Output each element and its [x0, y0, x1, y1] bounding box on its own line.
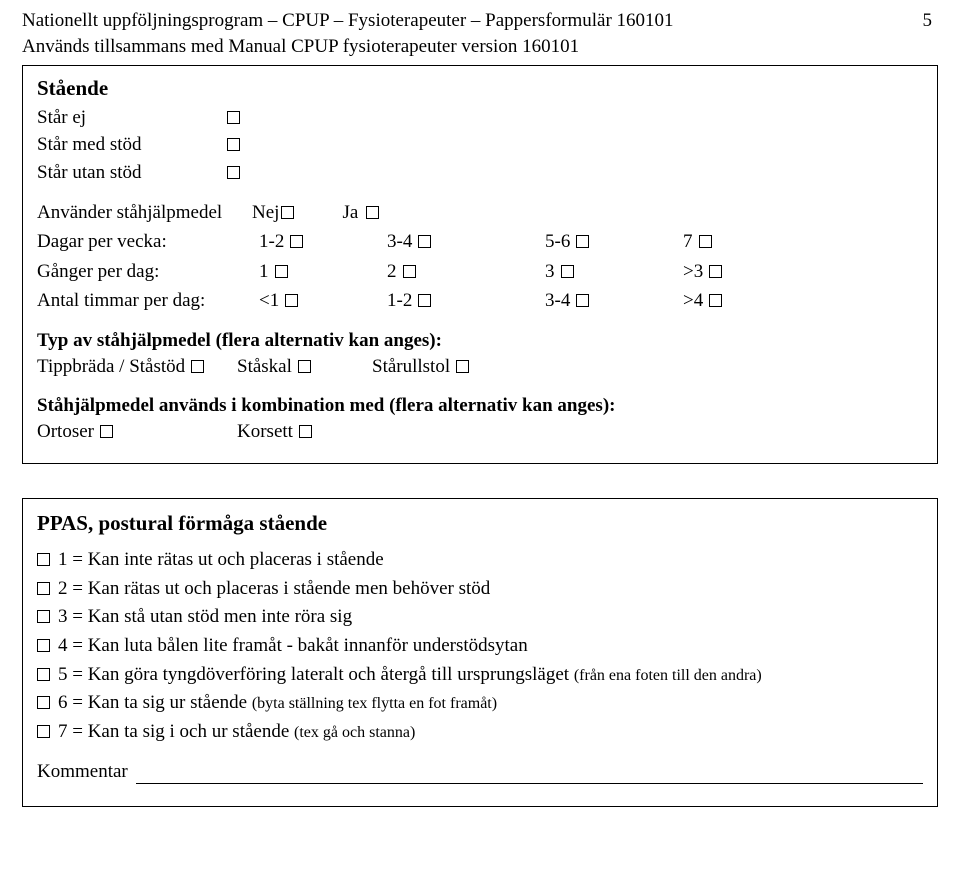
- header-line2: Används tillsammans med Manual CPUP fysi…: [22, 34, 938, 60]
- standing-option-row: Står med stöd: [37, 132, 923, 158]
- combo-option-label: Korsett: [237, 419, 293, 445]
- ppas-item-note: (byta ställning tex flytta en fot framåt…: [252, 695, 497, 712]
- days-per-week-label: Dagar per vecka:: [37, 229, 259, 255]
- ppas-item-text: 7 = Kan ta sig i och ur stående: [58, 721, 289, 742]
- checkbox-ppas-6[interactable]: [37, 696, 50, 709]
- type-aid-heading: Typ av ståhjälpmedel (flera alternativ k…: [37, 328, 923, 354]
- checkbox-days-7[interactable]: [699, 235, 712, 248]
- checkbox-times-gt3[interactable]: [709, 265, 722, 278]
- comment-field[interactable]: [136, 767, 923, 784]
- type-aid-option-label: Stårullstol: [372, 354, 450, 380]
- checkbox-ppas-5[interactable]: [37, 668, 50, 681]
- checkbox-ppas-4[interactable]: [37, 639, 50, 652]
- type-aid-options: Tippbräda / Ståstöd Ståskal Stårullstol: [37, 354, 923, 380]
- ppas-item-text: 1 = Kan inte rätas ut och placeras i stå…: [58, 547, 384, 573]
- checkbox-times-3[interactable]: [561, 265, 574, 278]
- standing-section: Stående Står ej Står med stöd Står utan …: [22, 65, 938, 463]
- checkbox-starullstol[interactable]: [456, 360, 469, 373]
- checkbox-ppas-7[interactable]: [37, 725, 50, 738]
- checkbox-days-1-2[interactable]: [290, 235, 303, 248]
- ppas-item: 2 = Kan rätas ut och placeras i stående …: [37, 576, 923, 602]
- ppas-item: 7 = Kan ta sig i och ur stående (tex gå …: [37, 719, 923, 745]
- standing-option-label: Står med stöd: [37, 132, 227, 158]
- form-page: Nationellt uppföljningsprogram – CPUP – …: [0, 0, 960, 870]
- ppas-item: 4 = Kan luta bålen lite framåt - bakåt i…: [37, 633, 923, 659]
- ppas-title: PPAS, postural förmåga stående: [37, 509, 923, 537]
- comment-label: Kommentar: [37, 759, 128, 785]
- checkbox-days-3-4[interactable]: [418, 235, 431, 248]
- checkbox-ppas-1[interactable]: [37, 553, 50, 566]
- ppas-item-note: (från ena foten till den andra): [574, 667, 762, 684]
- type-aid-option-label: Ståskal: [237, 354, 292, 380]
- checkbox-staskal[interactable]: [298, 360, 311, 373]
- comment-row: Kommentar: [37, 759, 923, 785]
- ppas-scale-list: 1 = Kan inte rätas ut och placeras i stå…: [37, 547, 923, 744]
- hours-per-day-label: Antal timmar per dag:: [37, 288, 259, 314]
- value-label: 5-6: [545, 229, 570, 255]
- combo-heading: Ståhjälpmedel används i kombination med …: [37, 393, 923, 419]
- value-label: 7: [683, 229, 693, 255]
- combo-options: Ortoser Korsett: [37, 419, 923, 445]
- checkbox-ortoser[interactable]: [100, 425, 113, 438]
- checkbox-star-ej[interactable]: [227, 111, 240, 124]
- ppas-item-text: 4 = Kan luta bålen lite framåt - bakåt i…: [58, 633, 528, 659]
- value-label: >3: [683, 259, 703, 285]
- combo-option-label: Ortoser: [37, 419, 94, 445]
- uses-aid-row: Använder ståhjälpmedel Nej Ja: [37, 200, 923, 226]
- checkbox-ppas-2[interactable]: [37, 582, 50, 595]
- standing-option-label: Står ej: [37, 105, 227, 131]
- checkbox-days-5-6[interactable]: [576, 235, 589, 248]
- checkbox-hours-gt4[interactable]: [709, 294, 722, 307]
- ppas-item-text: 5 = Kan göra tyngdöverföring lateralt oc…: [58, 664, 569, 685]
- ppas-item-text: 2 = Kan rätas ut och placeras i stående …: [58, 576, 490, 602]
- value-label: 1: [259, 259, 269, 285]
- ppas-item-note: (tex gå och stanna): [294, 724, 415, 741]
- checkbox-hours-3-4[interactable]: [576, 294, 589, 307]
- days-per-week-row: Dagar per vecka: 1-2 3-4 5-6 7: [37, 229, 923, 255]
- value-label: 3-4: [387, 229, 412, 255]
- ppas-item-text: 6 = Kan ta sig ur stående: [58, 692, 247, 713]
- uses-aid-label: Använder ståhjälpmedel: [37, 200, 252, 226]
- checkbox-star-med-stod[interactable]: [227, 138, 240, 151]
- value-label: >4: [683, 288, 703, 314]
- checkbox-ppas-3[interactable]: [37, 610, 50, 623]
- times-per-day-row: Gånger per dag: 1 2 3 >3: [37, 259, 923, 285]
- header-line1: Nationellt uppföljningsprogram – CPUP – …: [22, 8, 674, 34]
- checkbox-star-utan-stod[interactable]: [227, 166, 240, 179]
- standing-option-row: Står ej: [37, 105, 923, 131]
- ppas-item-text: 3 = Kan stå utan stöd men inte röra sig: [58, 604, 352, 630]
- ppas-item: 1 = Kan inte rätas ut och placeras i stå…: [37, 547, 923, 573]
- value-label: <1: [259, 288, 279, 314]
- value-label: 1-2: [259, 229, 284, 255]
- standing-title: Stående: [37, 74, 923, 102]
- standing-option-row: Står utan stöd: [37, 160, 923, 186]
- value-label: 2: [387, 259, 397, 285]
- page-number: 5: [923, 8, 939, 34]
- checkbox-aid-nej[interactable]: [281, 206, 294, 219]
- ppas-item: 5 = Kan göra tyngdöverföring lateralt oc…: [37, 662, 923, 688]
- hours-per-day-row: Antal timmar per dag: <1 1-2 3-4 >4: [37, 288, 923, 314]
- value-label: 1-2: [387, 288, 412, 314]
- ppas-item: 6 = Kan ta sig ur stående (byta ställnin…: [37, 690, 923, 716]
- standing-option-label: Står utan stöd: [37, 160, 227, 186]
- nej-label: Nej: [252, 200, 279, 226]
- checkbox-times-1[interactable]: [275, 265, 288, 278]
- times-per-day-label: Gånger per dag:: [37, 259, 259, 285]
- value-label: 3-4: [545, 288, 570, 314]
- type-aid-option-label: Tippbräda / Ståstöd: [37, 354, 185, 380]
- page-header: Nationellt uppföljningsprogram – CPUP – …: [22, 8, 938, 34]
- ja-label: Ja: [342, 200, 358, 226]
- checkbox-hours-1-2[interactable]: [418, 294, 431, 307]
- checkbox-hours-lt1[interactable]: [285, 294, 298, 307]
- ppas-item: 3 = Kan stå utan stöd men inte röra sig: [37, 604, 923, 630]
- checkbox-times-2[interactable]: [403, 265, 416, 278]
- ppas-section: PPAS, postural förmåga stående 1 = Kan i…: [22, 498, 938, 807]
- checkbox-aid-ja[interactable]: [366, 206, 379, 219]
- value-label: 3: [545, 259, 555, 285]
- checkbox-korsett[interactable]: [299, 425, 312, 438]
- checkbox-tippbrada[interactable]: [191, 360, 204, 373]
